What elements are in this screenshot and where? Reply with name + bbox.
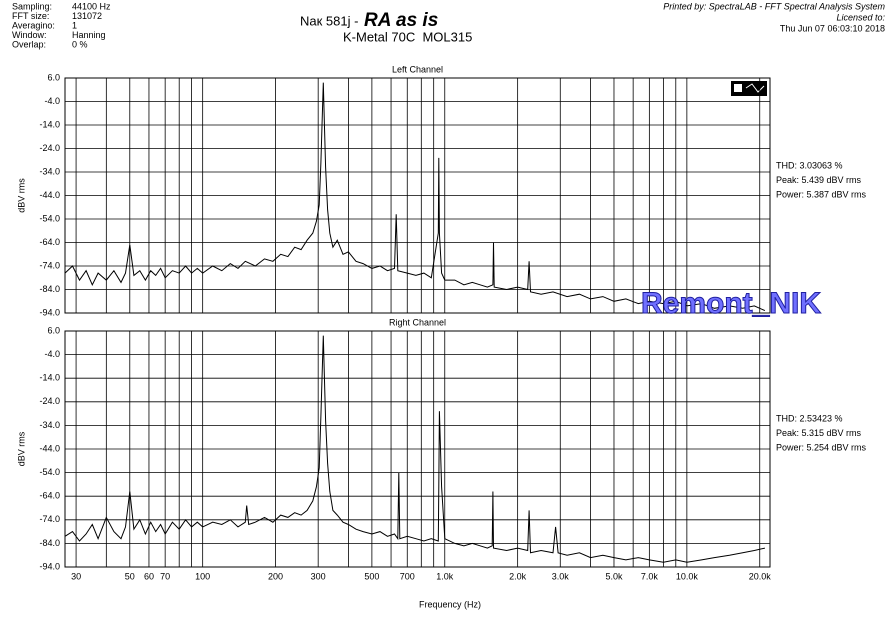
x-tick-label: 5.0k — [605, 571, 623, 581]
stat: Power: 5.387 dBV rms — [776, 189, 867, 199]
x-tick-label: 1.0k — [436, 571, 454, 581]
y-tick-label: -44.0 — [39, 190, 60, 200]
y-axis-label: dBV rms — [16, 178, 26, 213]
setting-value: 1 — [72, 20, 77, 30]
y-tick-label: -14.0 — [39, 373, 60, 383]
x-tick-label: 700 — [400, 571, 415, 581]
x-tick-label: 20.0k — [749, 571, 772, 581]
y-tick-label: -94.0 — [39, 561, 60, 571]
plot-frame — [64, 330, 771, 568]
y-tick-label: 6.0 — [47, 72, 60, 82]
spectrum-line — [64, 335, 766, 563]
y-tick-label: -54.0 — [39, 213, 60, 223]
licensed-to: Licensed to: — [836, 12, 885, 22]
setting-label: Window: — [12, 30, 47, 40]
x-tick-label: 30 — [71, 571, 81, 581]
y-tick-label: -24.0 — [39, 396, 60, 406]
setting-label: FFT size: — [12, 11, 49, 21]
setting-value: 44100 Hz — [72, 1, 111, 11]
x-tick-label: 200 — [268, 571, 283, 581]
subtitle: K-Metal 70C MOL315 — [343, 29, 472, 44]
x-tick-label: 300 — [311, 571, 326, 581]
y-tick-label: -54.0 — [39, 467, 60, 477]
printed-by: Printed by: SpectraLAB - FFT Spectral An… — [663, 1, 885, 11]
y-tick-label: -34.0 — [39, 166, 60, 176]
stat: Peak: 5.315 dBV rms — [776, 428, 862, 438]
y-tick-label: -74.0 — [39, 260, 60, 270]
y-axis-label: dBV rms — [16, 431, 26, 466]
x-tick-label: 7.0k — [641, 571, 659, 581]
chart-title: Right Channel — [389, 317, 446, 327]
y-tick-label: 6.0 — [47, 325, 60, 335]
title-emphasis: RA as is — [364, 10, 438, 31]
x-axis-label: Frequency (Hz) — [419, 599, 481, 609]
setting-label: Overlap: — [12, 39, 46, 49]
y-tick-label: -34.0 — [39, 420, 60, 430]
y-tick-label: -64.0 — [39, 237, 60, 247]
x-tick-label: 100 — [195, 571, 210, 581]
spectrum-line — [64, 82, 766, 312]
title: Nак 581j - — [300, 13, 358, 28]
setting-value: 131072 — [72, 11, 102, 21]
stat: Power: 5.254 dBV rms — [776, 442, 867, 452]
x-tick-label: 60 — [144, 571, 154, 581]
watermark: Remont_NIK — [641, 287, 821, 320]
setting-label: Sampling: — [12, 1, 52, 11]
icon — [731, 81, 767, 96]
x-tick-label: 500 — [364, 571, 379, 581]
stat: Peak: 5.439 dBV rms — [776, 175, 862, 185]
y-tick-label: -94.0 — [39, 307, 60, 317]
y-tick-label: -74.0 — [39, 514, 60, 524]
y-tick-label: -4.0 — [44, 349, 60, 359]
stat: THD: 2.53423 % — [776, 413, 843, 423]
x-tick-label: 50 — [125, 571, 135, 581]
stat: THD: 3.03063 % — [776, 160, 843, 170]
y-tick-label: -14.0 — [39, 119, 60, 129]
plot-frame — [64, 77, 771, 314]
x-tick-label: 70 — [160, 571, 170, 581]
setting-label: Averagino: — [12, 20, 55, 30]
x-tick-label: 3.0k — [552, 571, 570, 581]
y-tick-label: -84.0 — [39, 538, 60, 548]
chart-title: Left Channel — [392, 64, 443, 74]
date: Thu Jun 07 06:03:10 2018 — [780, 23, 885, 33]
y-tick-label: -4.0 — [44, 96, 60, 106]
y-tick-label: -64.0 — [39, 491, 60, 501]
y-tick-label: -44.0 — [39, 443, 60, 453]
y-tick-label: -84.0 — [39, 284, 60, 294]
x-tick-label: 10.0k — [676, 571, 699, 581]
x-tick-label: 2.0k — [509, 571, 527, 581]
y-tick-label: -24.0 — [39, 143, 60, 153]
setting-value: 0 % — [72, 39, 88, 49]
setting-value: Hanning — [72, 30, 106, 40]
